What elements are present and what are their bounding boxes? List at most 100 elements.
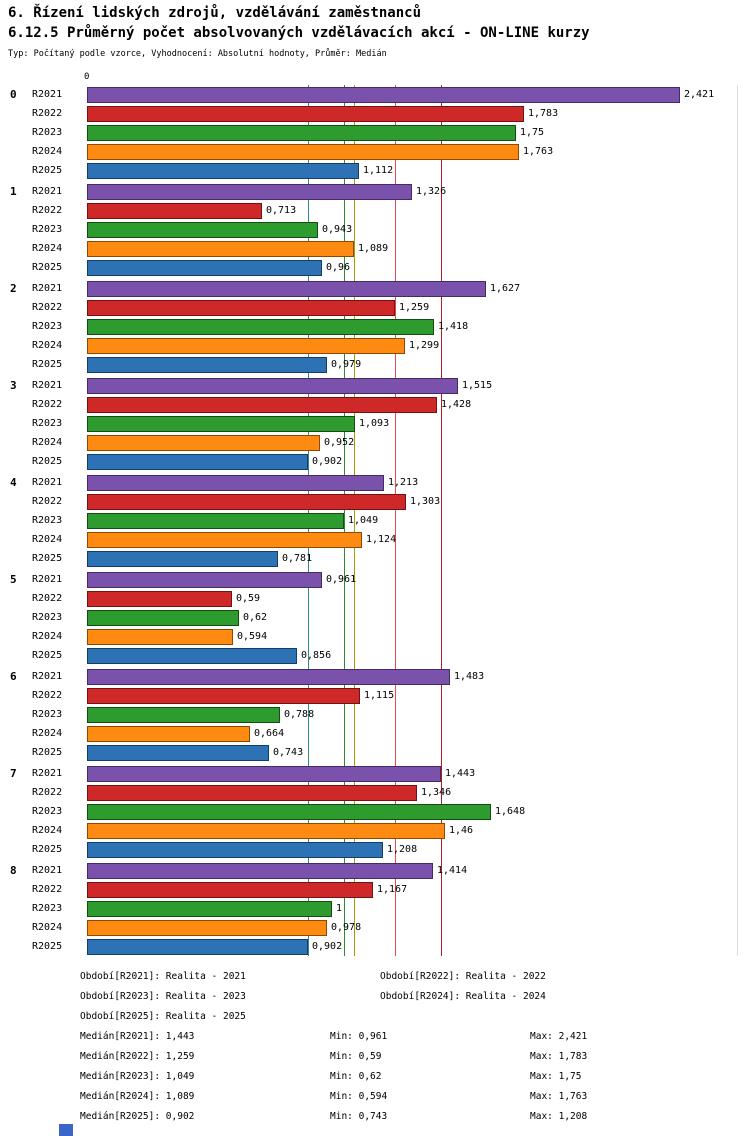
bar <box>87 337 405 354</box>
stats-row: Medián[R2022]: 1,259 Min: 0,59 Max: 1,783 <box>80 1046 750 1066</box>
bar-row: R2022 1,167 <box>0 880 750 899</box>
bar-row: 0 R2021 2,421 <box>0 85 750 104</box>
series-label: R2024 <box>32 922 63 933</box>
bar <box>87 841 383 858</box>
median-line-r2023 <box>344 85 345 956</box>
series-label: R2025 <box>32 456 63 467</box>
stat-median: Medián[R2025]: 0,902 <box>80 1110 195 1122</box>
bar-row: 5 R2021 0,961 <box>0 570 750 589</box>
group-label: 1 <box>10 185 17 198</box>
bar <box>87 474 384 491</box>
bar <box>87 162 359 179</box>
bar-row: R2023 0,788 <box>0 705 750 724</box>
median-line-r2022 <box>395 85 396 956</box>
bar-value-label: 0,979 <box>331 359 362 370</box>
bar-value-label: 1,763 <box>523 146 554 157</box>
bar <box>87 900 332 917</box>
bar-row: 3 R2021 1,515 <box>0 376 750 395</box>
bar-value-label: 1,089 <box>358 243 389 254</box>
bar-row: R2023 1,049 <box>0 511 750 530</box>
bar-value-label: 0,856 <box>301 650 332 661</box>
bar-value-label: 1,627 <box>490 283 521 294</box>
bar-value-label: 1,783 <box>528 108 559 119</box>
stats-block: Medián[R2021]: 1,443 Min: 0,961 Max: 2,421… <box>0 1026 750 1126</box>
series-label: R2022 <box>32 496 63 507</box>
bar-value-label: 1,515 <box>462 380 493 391</box>
stat-min: Min: 0,961 <box>330 1030 388 1042</box>
bar-row: R2023 0,62 <box>0 608 750 627</box>
bar-row: R2025 0,781 <box>0 549 750 568</box>
series-label: R2024 <box>32 340 63 351</box>
bar-row: R2024 1,46 <box>0 821 750 840</box>
stats-row: Medián[R2025]: 0,902 Min: 0,743 Max: 1,208 <box>80 1106 750 1126</box>
bar-row: R2022 0,59 <box>0 589 750 608</box>
series-label: R2022 <box>32 399 63 410</box>
bar-value-label: 1,46 <box>449 825 474 836</box>
legend-item: Období[R2024]: Realita - 2024 <box>380 990 546 1002</box>
bar <box>87 765 441 782</box>
bar <box>87 453 308 470</box>
bar-value-label: 1,112 <box>363 165 394 176</box>
bar-value-label: 1 <box>336 903 343 914</box>
series-label: R2021 <box>32 477 63 488</box>
bar-row: R2022 1,428 <box>0 395 750 414</box>
median-line-r2021 <box>441 85 442 956</box>
bar <box>87 571 322 588</box>
series-label: R2021 <box>32 574 63 585</box>
bar-row: R2022 1,303 <box>0 492 750 511</box>
bar-row: R2023 1,093 <box>0 414 750 433</box>
group-label: 2 <box>10 282 17 295</box>
stat-max: Max: 1,75 <box>530 1070 582 1082</box>
bar-value-label: 0,961 <box>326 574 357 585</box>
bar-row: R2024 0,978 <box>0 918 750 937</box>
bar <box>87 590 232 607</box>
bar-row: R2022 1,783 <box>0 104 750 123</box>
series-label: R2021 <box>32 89 63 100</box>
bar <box>87 706 280 723</box>
bar-row: 6 R2021 1,483 <box>0 667 750 686</box>
bar <box>87 318 434 335</box>
stat-max: Max: 1,208 <box>530 1110 588 1122</box>
stat-median: Medián[R2023]: 1,049 <box>80 1070 195 1082</box>
series-label: R2024 <box>32 534 63 545</box>
bar-row: 1 R2021 1,326 <box>0 182 750 201</box>
group-label: 8 <box>10 864 17 877</box>
bar <box>87 493 406 510</box>
stats-row: Medián[R2023]: 1,049 Min: 0,62 Max: 1,75 <box>80 1066 750 1086</box>
series-label: R2024 <box>32 437 63 448</box>
bar-value-label: 0,781 <box>282 553 313 564</box>
bar <box>87 124 516 141</box>
legend-item: Období[R2021]: Realita - 2021 <box>80 970 246 982</box>
series-label: R2024 <box>32 728 63 739</box>
legend: Období[R2021]: Realita - 2021 Období[R202… <box>0 966 750 1026</box>
bar-value-label: 1,648 <box>495 806 526 817</box>
legend-row: Období[R2023]: Realita - 2023 Období[R202… <box>80 986 750 1006</box>
series-label: R2022 <box>32 593 63 604</box>
bar-row: R2024 0,594 <box>0 627 750 646</box>
bar-value-label: 1,326 <box>416 186 447 197</box>
series-label: R2023 <box>32 612 63 623</box>
bar-value-label: 0,62 <box>243 612 268 623</box>
group-label: 5 <box>10 573 17 586</box>
series-label: R2021 <box>32 186 63 197</box>
bar <box>87 803 491 820</box>
bar-value-label: 0,902 <box>312 941 343 952</box>
bar <box>87 938 308 955</box>
bar <box>87 86 680 103</box>
bar-value-label: 0,59 <box>236 593 261 604</box>
bar <box>87 531 362 548</box>
bar-value-label: 1,213 <box>388 477 419 488</box>
chart-subtitle: Typ: Počítaný podle vzorce, Vyhodnocení:… <box>8 49 387 59</box>
stat-min: Min: 0,743 <box>330 1110 388 1122</box>
bar-value-label: 1,115 <box>364 690 395 701</box>
series-label: R2024 <box>32 825 63 836</box>
bar-row: R2024 1,089 <box>0 239 750 258</box>
bar-group-5: 5 R2021 0,961 R2022 0,59 R2023 0,62 R2024 0,594 R… <box>0 570 750 665</box>
stat-median: Medián[R2022]: 1,259 <box>80 1050 195 1062</box>
bar-row: R2023 1,75 <box>0 123 750 142</box>
series-label: R2023 <box>32 806 63 817</box>
bar <box>87 609 239 626</box>
bar <box>87 415 355 432</box>
bar <box>87 221 318 238</box>
bar-group-3: 3 R2021 1,515 R2022 1,428 R2023 1,093 R2024 0,95… <box>0 376 750 471</box>
